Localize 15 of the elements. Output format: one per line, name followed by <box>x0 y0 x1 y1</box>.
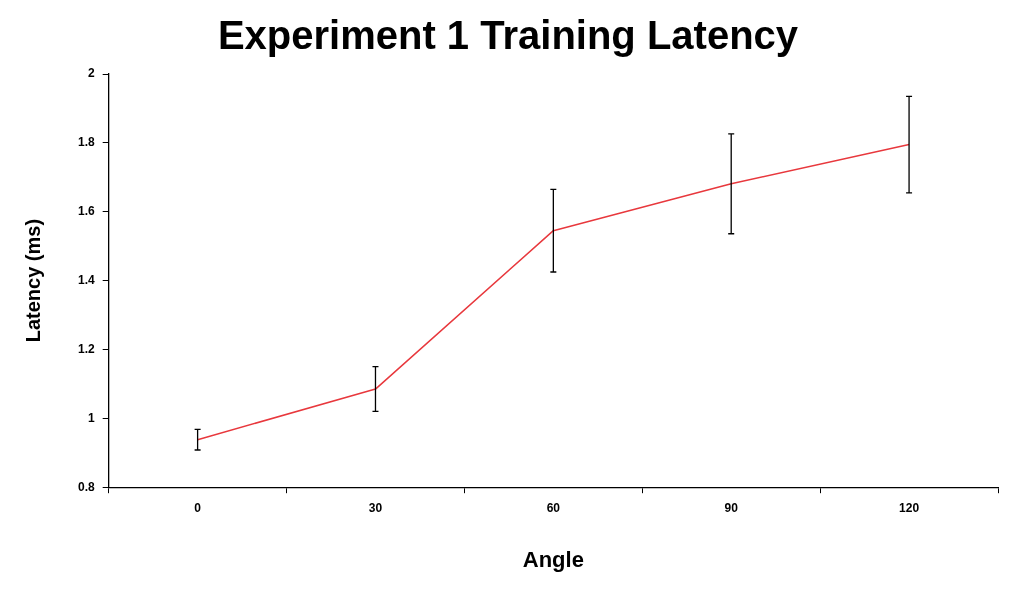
y-axis-title: Latency (ms) <box>21 218 44 343</box>
y-tick-label: 0.8 <box>77 479 95 494</box>
y-tick-label: 1.2 <box>77 341 95 356</box>
y-tick-label: 1.8 <box>77 135 95 150</box>
y-tick-label: 1.6 <box>77 204 95 219</box>
x-axis-title: Angle <box>522 546 584 572</box>
x-tick-label: 120 <box>899 500 920 515</box>
chart-title: Experiment 1 Training Latency <box>217 13 799 58</box>
x-tick-label: 0 <box>194 500 202 515</box>
y-tick-label: 1 <box>87 410 95 425</box>
y-tick-label: 2 <box>87 66 95 81</box>
x-tick-label: 90 <box>724 500 739 515</box>
x-tick-label: 30 <box>368 500 383 515</box>
y-tick-label: 1.4 <box>77 272 95 287</box>
x-tick-label: 60 <box>546 500 561 515</box>
